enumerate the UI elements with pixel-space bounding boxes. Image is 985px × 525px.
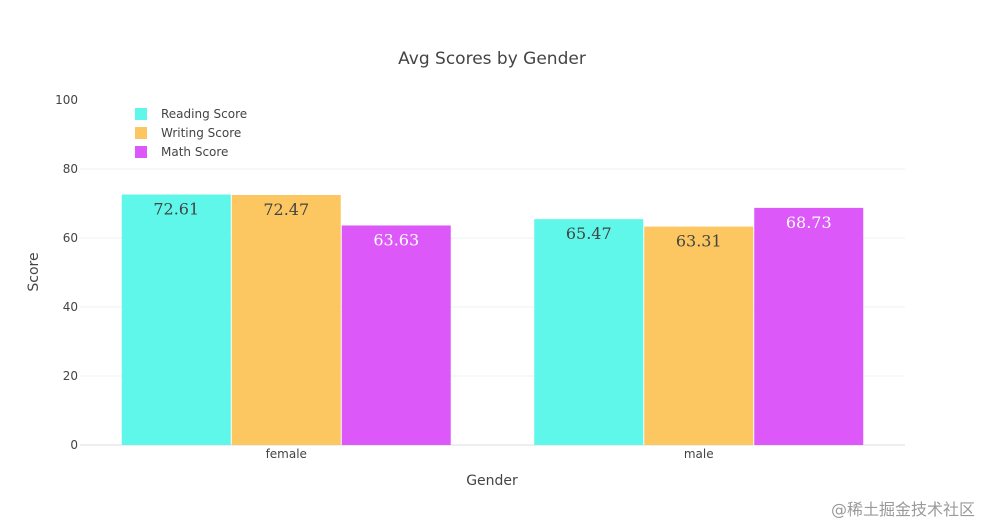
bar-reading-score-female[interactable] (121, 194, 231, 445)
data-label: 65.47 (566, 224, 612, 243)
legend[interactable]: Reading Score Writing Score Math Score (135, 107, 247, 159)
legend-label: Math Score (161, 145, 228, 159)
legend-item-math-score[interactable]: Math Score (135, 145, 228, 159)
legend-label: Reading Score (161, 107, 247, 121)
y-tick-label: 60 (63, 231, 78, 245)
data-label: 72.61 (153, 199, 199, 218)
legend-item-reading-score[interactable]: Reading Score (135, 107, 247, 121)
y-axis-title: Score (26, 252, 42, 291)
legend-swatch (135, 127, 147, 139)
bars (121, 194, 864, 445)
watermark: @稀土掘金技术社区 (831, 500, 975, 519)
legend-swatch (135, 108, 147, 120)
y-axis-ticks: 0 20 40 60 80 100 (55, 93, 78, 452)
y-tick-label: 0 (70, 438, 78, 452)
x-axis-title: Gender (466, 473, 518, 489)
legend-item-writing-score[interactable]: Writing Score (135, 126, 241, 140)
y-tick-label: 100 (55, 93, 78, 107)
data-labels: 72.61 72.47 63.63 65.47 63.31 68.73 (153, 199, 831, 250)
x-axis-ticks: female male (266, 447, 714, 461)
y-tick-label: 20 (63, 369, 78, 383)
y-tick-label: 80 (63, 162, 78, 176)
legend-label: Writing Score (161, 126, 241, 140)
data-label: 63.31 (676, 232, 722, 251)
bar-math-score-female[interactable] (341, 225, 451, 445)
x-tick-label: male (684, 447, 714, 461)
x-tick-label: female (266, 447, 307, 461)
bar-math-score-male[interactable] (754, 207, 864, 445)
y-tick-label: 40 (63, 300, 78, 314)
bar-writing-score-female[interactable] (231, 194, 341, 445)
data-label: 63.63 (373, 230, 419, 249)
legend-swatch (135, 146, 147, 158)
bar-writing-score-male[interactable] (644, 226, 754, 445)
data-label: 72.47 (263, 200, 309, 219)
data-label: 68.73 (786, 213, 832, 232)
chart-title: Avg Scores by Gender (398, 49, 586, 69)
bar-reading-score-male[interactable] (534, 219, 644, 445)
